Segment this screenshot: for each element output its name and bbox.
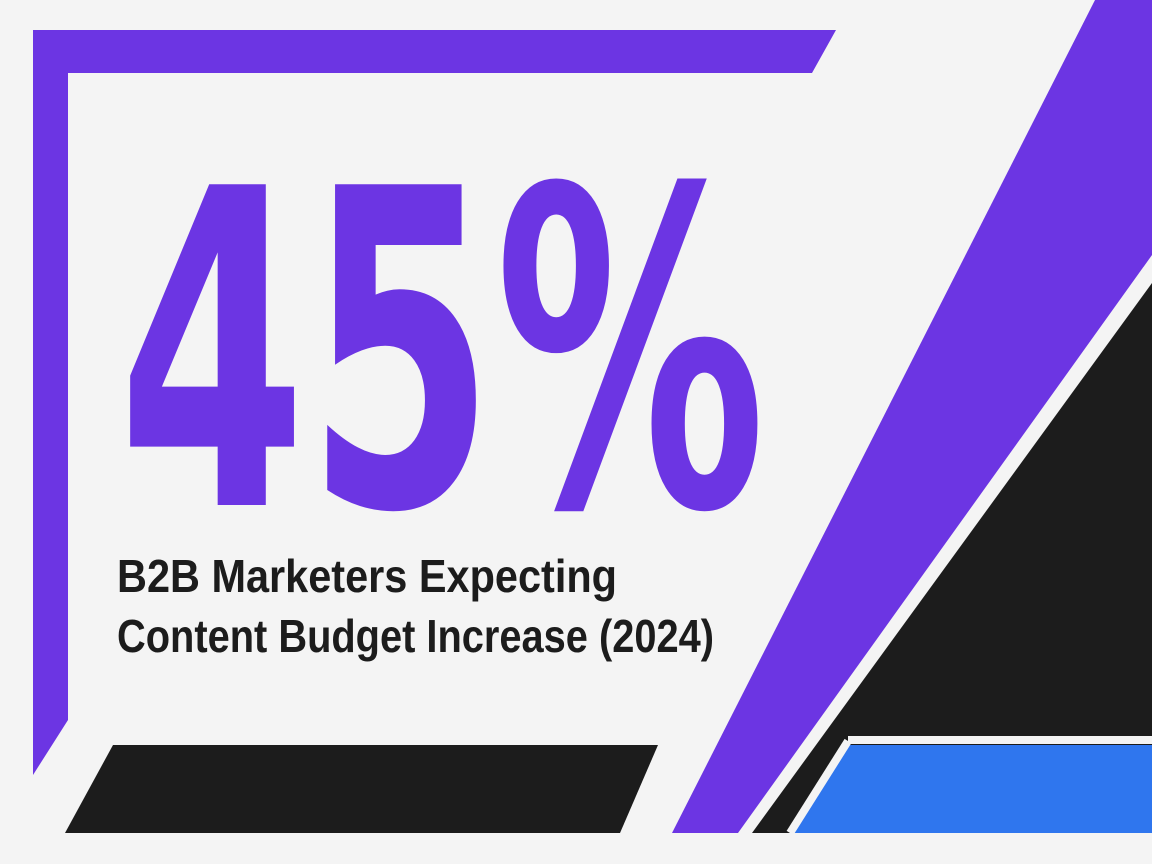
blue-bar xyxy=(793,745,1152,833)
black-triangle xyxy=(752,283,1152,833)
gap xyxy=(786,738,852,836)
black-bar xyxy=(65,745,658,833)
diagonal-band xyxy=(672,0,1152,833)
caption-line: B2B Marketers Expecting xyxy=(117,550,617,602)
caption-line: Content Budget Increase (2024) xyxy=(117,610,714,662)
headline: 45% xyxy=(118,97,766,609)
